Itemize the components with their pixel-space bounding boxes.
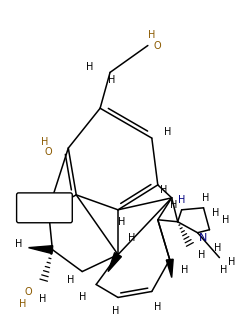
Text: H: H [108,75,116,85]
Text: H: H [160,185,167,195]
Text: H: H [41,137,48,147]
FancyBboxPatch shape [17,193,72,223]
Text: H: H [128,233,136,243]
Polygon shape [166,259,173,277]
Polygon shape [108,253,121,271]
Text: O: O [45,147,52,157]
Text: H: H [228,257,235,266]
Text: H: H [19,300,26,309]
Text: H: H [154,303,161,312]
Text: H: H [79,293,86,303]
Text: H: H [178,195,185,205]
Text: H: H [214,243,221,253]
Text: H: H [164,127,171,137]
Text: H: H [181,264,188,274]
Text: H: H [170,200,177,210]
Text: H: H [86,63,94,72]
Text: O: O [25,287,32,298]
Text: H: H [148,29,156,39]
Text: H: H [67,274,74,285]
Polygon shape [29,246,53,254]
Text: H: H [202,193,209,203]
Text: H: H [220,264,227,274]
Text: H: H [29,199,36,209]
Text: O: O [154,40,162,51]
Text: H: H [118,217,126,227]
Text: H: H [212,208,219,218]
Text: H: H [198,250,205,260]
Text: H: H [39,295,46,305]
Text: H: H [15,239,22,249]
Text: Abs: Abs [35,203,54,213]
Text: H: H [112,307,120,316]
Text: H: H [222,215,229,225]
Text: N: N [199,233,208,243]
